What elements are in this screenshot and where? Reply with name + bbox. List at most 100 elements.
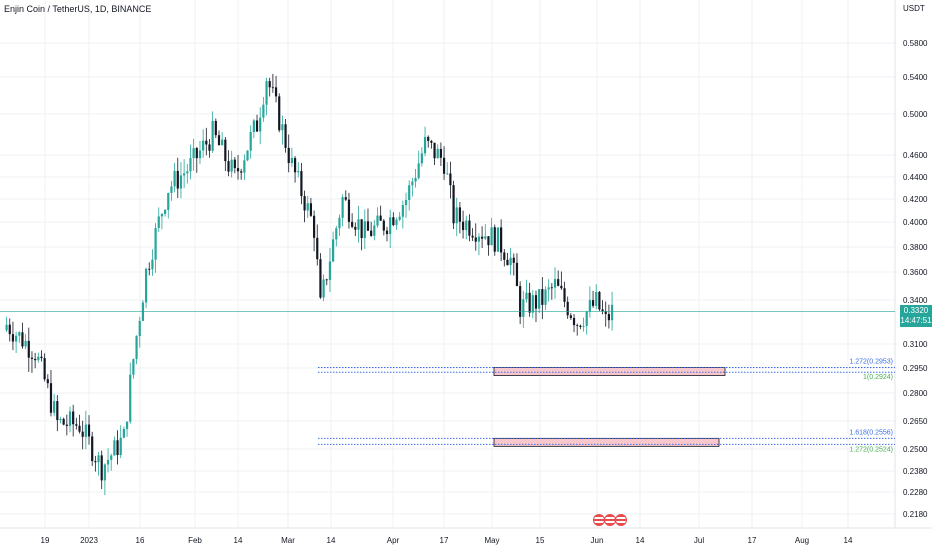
- time-tick-label: Feb: [188, 536, 202, 545]
- price-tick-label: 0.5400: [903, 73, 928, 82]
- candle-body: [290, 158, 293, 164]
- candle-body: [544, 289, 547, 305]
- candle-body: [433, 142, 436, 159]
- candle-body: [417, 163, 420, 179]
- candle-body: [176, 170, 179, 189]
- candle-body: [411, 181, 414, 186]
- candle-body: [56, 401, 59, 421]
- candle-body: [46, 379, 49, 384]
- candle-body: [59, 418, 62, 421]
- candle-body: [341, 197, 344, 218]
- fib-level-label: 1.272(0.2524): [849, 446, 893, 453]
- candle-body: [588, 300, 591, 312]
- time-tick-label: 15: [536, 536, 545, 545]
- price-tick-label: 0.3100: [903, 340, 928, 349]
- candle-body: [446, 173, 449, 175]
- candle-body: [271, 87, 274, 89]
- candle-body: [569, 315, 572, 318]
- candle-body: [170, 186, 173, 193]
- candle-body: [354, 226, 357, 230]
- candle-body: [493, 227, 496, 252]
- candle-body: [560, 285, 563, 289]
- candle-body: [509, 257, 512, 266]
- time-tick-label: 17: [748, 536, 757, 545]
- time-tick-label: 14: [327, 536, 336, 545]
- candle-body: [385, 230, 389, 235]
- candle-body: [373, 225, 376, 236]
- candle-body: [338, 217, 341, 229]
- fib-level-label: 1(0.2924): [863, 374, 893, 381]
- candle-body: [144, 268, 148, 303]
- time-tick-label: 17: [440, 536, 449, 545]
- candle-body: [84, 424, 87, 437]
- candle-body: [379, 215, 382, 221]
- candle-body: [195, 148, 198, 159]
- candle-body: [519, 286, 522, 317]
- time-tick-label: Mar: [281, 536, 295, 545]
- candle-body: [110, 455, 113, 460]
- candle-body: [458, 207, 462, 222]
- candle-body: [252, 120, 255, 132]
- candle-body: [255, 120, 259, 132]
- time-tick-label: 14: [234, 536, 243, 545]
- candle-body: [30, 357, 34, 359]
- candle-body: [281, 124, 284, 131]
- candle-body: [496, 227, 500, 252]
- candle-body: [455, 207, 458, 224]
- candle-body: [601, 309, 604, 312]
- candle-body: [487, 236, 490, 246]
- candle-body: [515, 262, 519, 287]
- candle-body: [259, 117, 262, 132]
- candle-body: [423, 136, 427, 154]
- candle-body: [81, 431, 84, 437]
- chart-grid: [0, 0, 895, 528]
- price-tick-label: 0.5800: [903, 39, 928, 48]
- candle-body: [452, 185, 455, 224]
- symbol-title[interactable]: Enjin Coin / TetherUS, 1D, BINANCE: [4, 4, 152, 14]
- candle-body: [214, 120, 217, 136]
- candle-body: [65, 424, 68, 426]
- us-flag-icon[interactable]: [615, 514, 627, 526]
- candle-body: [335, 228, 338, 240]
- candle-body: [430, 140, 433, 143]
- candle-body: [125, 421, 129, 429]
- candle-body: [604, 311, 607, 314]
- candle-body: [550, 287, 553, 289]
- bar-countdown: 14:47:51: [900, 316, 932, 325]
- candle-body: [471, 235, 474, 238]
- candle-body: [303, 196, 306, 211]
- candle-body: [151, 259, 154, 270]
- candle-body: [205, 140, 208, 145]
- candle-body: [547, 287, 550, 290]
- candle-body: [297, 171, 300, 173]
- candle-body: [598, 291, 601, 310]
- candle-body: [132, 359, 135, 375]
- current-price-value: 0.3320: [903, 306, 929, 315]
- candle-body: [576, 325, 579, 326]
- candle-body: [442, 157, 446, 174]
- candle-body: [148, 268, 151, 270]
- candle-body: [233, 159, 236, 169]
- candle-body: [490, 227, 493, 246]
- time-tick-label: 14: [636, 536, 645, 545]
- time-axis: 19 2023 16 Feb 14 Mar 14 Apr 17 May 15 Jun 14 Jul 17 Au…: [41, 536, 853, 545]
- candle-body: [389, 217, 392, 235]
- economic-events[interactable]: [593, 514, 627, 526]
- fib-levels: 1.272(0.2953) 1(0.2924) 1.618(0.2556) 1.272…: [318, 359, 895, 453]
- candle-body: [49, 383, 53, 413]
- candle-body: [21, 332, 24, 347]
- candle-body: [274, 87, 278, 97]
- candle-body: [5, 324, 8, 331]
- candle-body: [468, 220, 471, 236]
- candle-body: [401, 205, 404, 217]
- target-zone-box: [493, 437, 720, 447]
- candle-body: [68, 411, 72, 426]
- time-tick-label: May: [484, 536, 499, 545]
- candle-body: [157, 216, 160, 228]
- candle-body: [40, 356, 43, 359]
- candle-body: [525, 292, 528, 300]
- candle-body: [119, 437, 122, 456]
- candle-body: [332, 239, 335, 262]
- candle-body: [506, 259, 509, 266]
- candle-body: [512, 257, 515, 263]
